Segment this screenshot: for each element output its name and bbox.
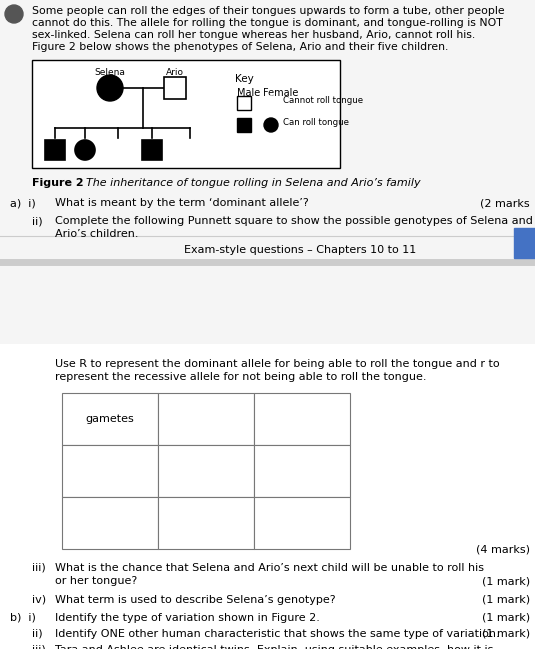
Text: What is the chance that Selena and Ario’s next child will be unable to roll his: What is the chance that Selena and Ario’… xyxy=(55,563,484,573)
Text: What term is used to describe Selena’s genotype?: What term is used to describe Selena’s g… xyxy=(55,595,335,605)
Circle shape xyxy=(108,140,128,160)
Bar xyxy=(32,60,340,168)
Bar xyxy=(237,118,251,132)
Bar xyxy=(142,140,162,160)
Text: What is meant by the term ‘dominant allele’?: What is meant by the term ‘dominant alle… xyxy=(55,198,309,208)
Text: The inheritance of tongue rolling in Selena and Ario’s family: The inheritance of tongue rolling in Sel… xyxy=(79,178,421,188)
Text: 2: 2 xyxy=(10,5,18,16)
Text: Some people can roll the edges of their tongues upwards to form a tube, other pe: Some people can roll the edges of their … xyxy=(32,6,505,16)
Circle shape xyxy=(5,5,23,23)
Text: Key: Key xyxy=(235,74,254,84)
Bar xyxy=(45,140,65,160)
Circle shape xyxy=(75,140,95,160)
Text: Cannot roll tongue: Cannot roll tongue xyxy=(283,96,363,105)
Text: (1 mark): (1 mark) xyxy=(482,629,530,639)
Text: Selena: Selena xyxy=(95,68,125,77)
Text: or her tongue?: or her tongue? xyxy=(55,576,137,586)
Text: represent the recessive allele for not being able to roll the tongue.: represent the recessive allele for not b… xyxy=(55,372,426,382)
Text: iv): iv) xyxy=(32,595,46,605)
Bar xyxy=(0,0,535,344)
Bar xyxy=(254,497,350,549)
Text: Ario: Ario xyxy=(166,68,184,77)
Bar xyxy=(62,393,158,445)
Text: Use R to represent the dominant allele for being able to roll the tongue and r t: Use R to represent the dominant allele f… xyxy=(55,359,500,369)
Text: Can roll tongue: Can roll tongue xyxy=(283,118,349,127)
Text: (1 mark): (1 mark) xyxy=(482,576,530,586)
Text: (2 marks: (2 marks xyxy=(480,198,530,208)
Bar xyxy=(158,445,254,497)
Text: gametes: gametes xyxy=(86,414,134,424)
Circle shape xyxy=(264,118,278,132)
Text: Figure 2: Figure 2 xyxy=(32,178,83,188)
Text: iii): iii) xyxy=(32,563,46,573)
Circle shape xyxy=(180,140,200,160)
Text: cannot do this. The allele for rolling the tongue is dominant, and tongue-rollin: cannot do this. The allele for rolling t… xyxy=(32,18,503,28)
Text: Tara and Ashlee are identical twins. Explain, using suitable examples, how it is: Tara and Ashlee are identical twins. Exp… xyxy=(55,645,493,649)
Circle shape xyxy=(264,96,278,110)
Bar xyxy=(158,393,254,445)
Bar xyxy=(62,497,158,549)
Bar xyxy=(254,393,350,445)
Circle shape xyxy=(97,75,123,101)
Text: Male: Male xyxy=(237,88,260,98)
Text: iii): iii) xyxy=(32,645,46,649)
Text: Figure 2 below shows the phenotypes of Selena, Ario and their five children.: Figure 2 below shows the phenotypes of S… xyxy=(32,42,448,52)
Bar xyxy=(237,96,251,110)
Text: ii): ii) xyxy=(32,629,43,639)
Bar xyxy=(62,445,158,497)
Bar xyxy=(0,344,535,649)
Text: Identify ONE other human characteristic that shows the same type of variation.: Identify ONE other human characteristic … xyxy=(55,629,500,639)
Text: (1 mark): (1 mark) xyxy=(482,613,530,623)
Bar xyxy=(158,497,254,549)
Text: b)  i): b) i) xyxy=(10,613,36,623)
Bar xyxy=(514,228,535,258)
Bar xyxy=(254,445,350,497)
Text: sex-linked. Selena can roll her tongue whereas her husband, Ario, cannot roll hi: sex-linked. Selena can roll her tongue w… xyxy=(32,30,475,40)
Text: Ario’s children.: Ario’s children. xyxy=(55,229,139,239)
Text: Exam-style questions – Chapters 10 to 11: Exam-style questions – Chapters 10 to 11 xyxy=(184,245,416,255)
Text: Identify the type of variation shown in Figure 2.: Identify the type of variation shown in … xyxy=(55,613,320,623)
Bar xyxy=(164,77,186,99)
Text: Complete the following Punnett square to show the possible genotypes of Selena a: Complete the following Punnett square to… xyxy=(55,216,533,226)
Text: (4 marks): (4 marks) xyxy=(476,545,530,555)
Text: (1 mark): (1 mark) xyxy=(482,595,530,605)
Text: ii): ii) xyxy=(32,216,43,226)
Text: Female: Female xyxy=(263,88,299,98)
Text: a)  i): a) i) xyxy=(10,198,36,208)
